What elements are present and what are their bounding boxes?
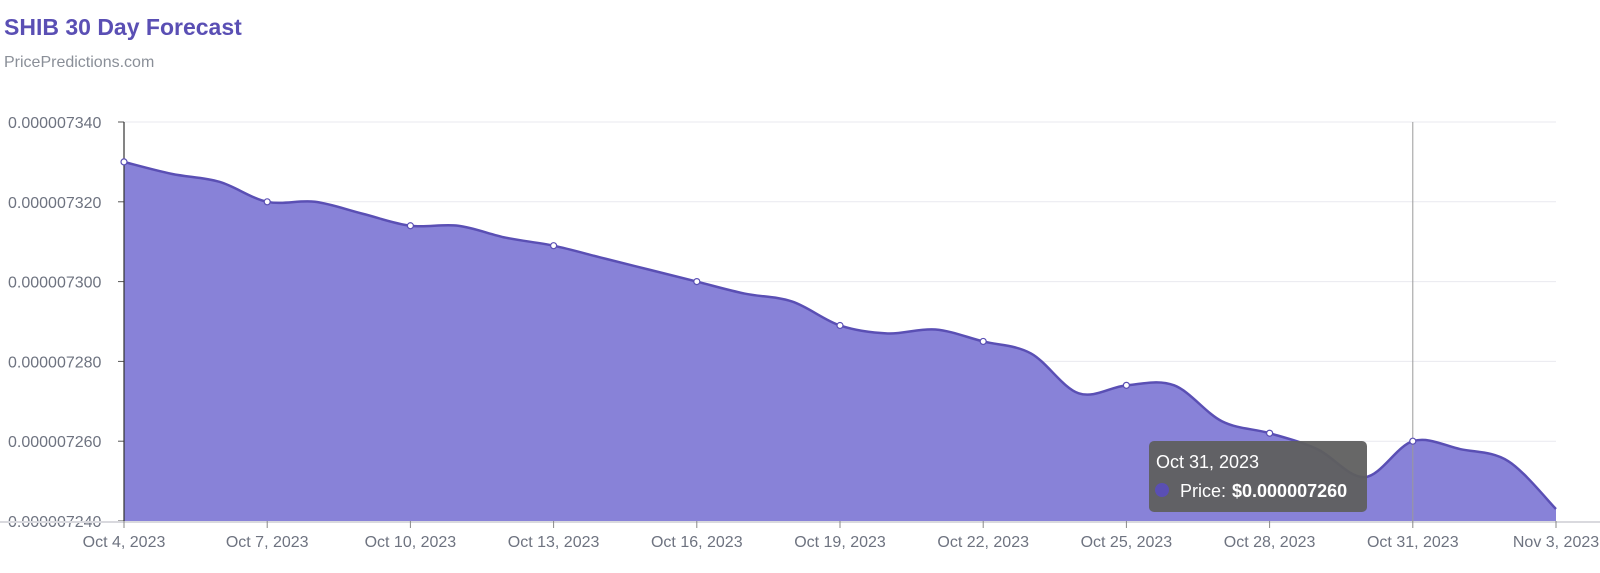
data-point[interactable] <box>120 158 128 166</box>
y-tick-label: 0.000007320 <box>8 195 102 212</box>
y-tick-label: 0.000007340 <box>8 115 102 132</box>
x-tick-label: Oct 25, 2023 <box>1081 534 1173 551</box>
data-points[interactable] <box>120 158 1417 445</box>
chart-subtitle: PricePredictions.com <box>4 54 155 71</box>
data-point[interactable] <box>1265 429 1274 437</box>
chart-title: SHIB 30 Day Forecast <box>4 14 242 40</box>
data-point[interactable] <box>549 242 558 250</box>
data-point[interactable] <box>263 198 271 206</box>
x-tick-label: Oct 4, 2023 <box>83 534 166 551</box>
x-tick-label: Oct 7, 2023 <box>226 534 309 551</box>
y-tick-label: 0.000007300 <box>8 275 102 292</box>
data-point[interactable] <box>836 321 844 330</box>
x-axis-ticks: Oct 4, 2023 Oct 7, 2023 Oct 10, 2023 Oct 13… <box>83 521 1599 551</box>
tooltip-price-line: Price: $0.000007260 <box>1180 481 1347 501</box>
y-tick-label: 0.000007280 <box>8 354 102 371</box>
tooltip-date: Oct 31, 2023 <box>1156 452 1259 472</box>
x-tick-label: Oct 22, 2023 <box>937 534 1029 551</box>
x-tick-label: Oct 16, 2023 <box>651 534 743 551</box>
data-point[interactable] <box>406 222 414 230</box>
x-tick-label: Oct 13, 2023 <box>508 534 600 551</box>
tooltip-label: Price: <box>1180 481 1226 501</box>
tooltip-value: $0.000007260 <box>1232 481 1347 501</box>
tooltip-background <box>1149 441 1367 512</box>
price-tooltip: Oct 31, 2023 Price: $0.000007260 <box>1149 441 1367 512</box>
y-axis-ticks: 0.000007340 0.000007320 0.000007300 0.00000… <box>8 115 124 531</box>
data-point[interactable] <box>1409 437 1417 445</box>
x-tick-label: Nov 3, 2023 <box>1513 534 1599 551</box>
price-area <box>124 161 1556 521</box>
x-tick-label: Oct 19, 2023 <box>794 534 886 551</box>
y-tick-label: 0.000007260 <box>8 434 102 451</box>
x-tick-label: Oct 28, 2023 <box>1224 534 1316 551</box>
data-point[interactable] <box>979 337 987 346</box>
x-tick-label: Oct 10, 2023 <box>365 534 457 551</box>
tooltip-series-marker <box>1155 483 1169 497</box>
data-point[interactable] <box>693 278 701 286</box>
axes <box>0 122 1600 523</box>
data-point[interactable] <box>1122 381 1131 389</box>
x-tick-label: Oct 31, 2023 <box>1367 534 1459 551</box>
